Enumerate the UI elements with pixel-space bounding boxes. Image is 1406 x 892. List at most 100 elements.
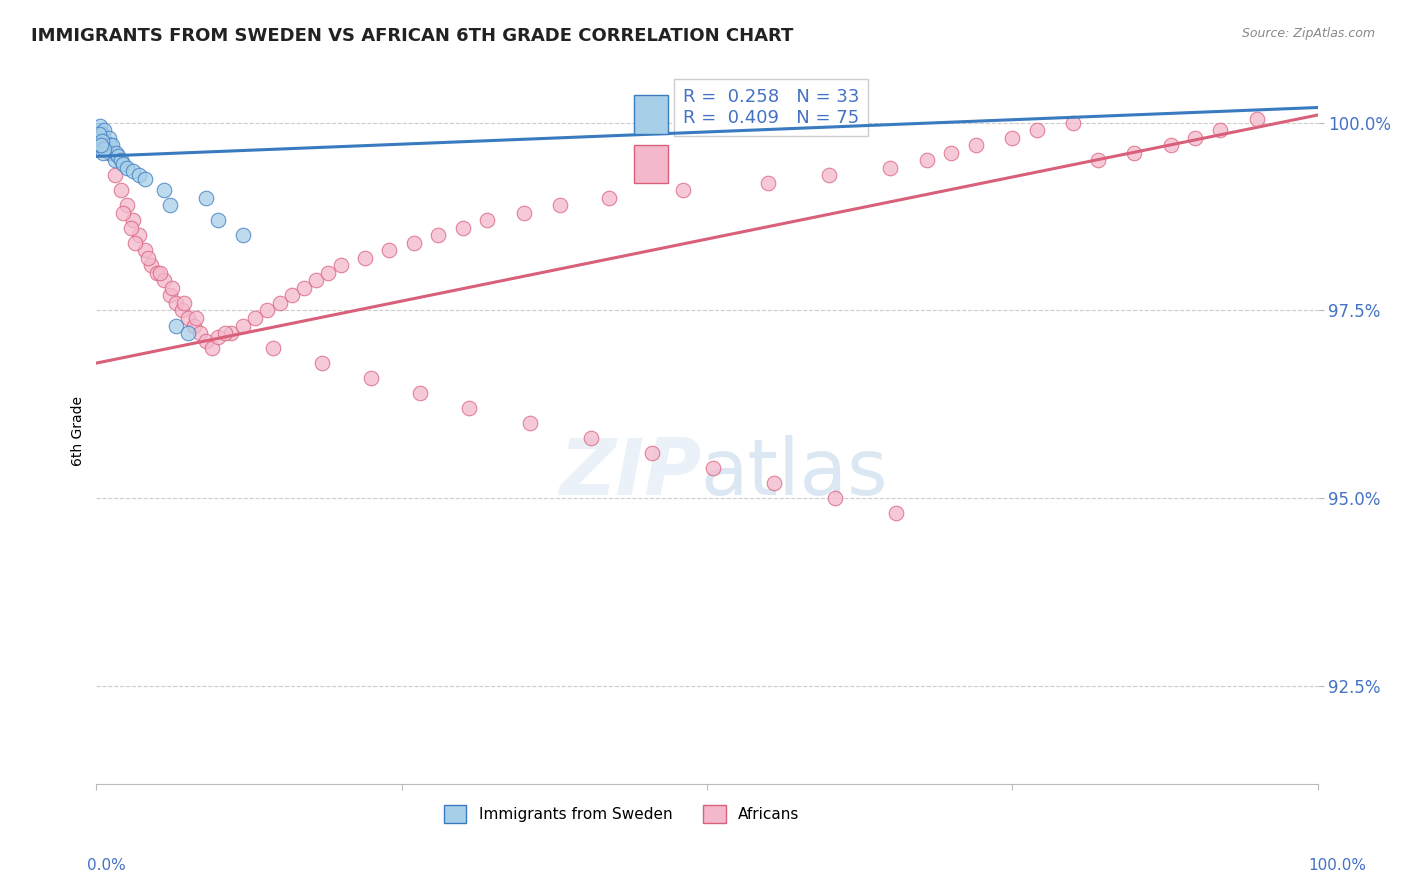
Point — [641, 446, 664, 460]
Point — [579, 431, 602, 445]
Point — [170, 303, 193, 318]
Legend: Immigrants from Sweden, Africans: Immigrants from Sweden, Africans — [437, 798, 806, 830]
Point — [1209, 123, 1232, 137]
Point — [201, 341, 224, 355]
Point — [87, 123, 110, 137]
Point — [91, 127, 114, 141]
Point — [177, 326, 200, 340]
Point — [311, 356, 333, 370]
Point — [513, 206, 536, 220]
Point — [702, 461, 724, 475]
Point — [183, 318, 205, 333]
Point — [90, 138, 112, 153]
Point — [165, 318, 187, 333]
Point — [124, 235, 146, 250]
Point — [97, 145, 120, 160]
Point — [879, 161, 901, 175]
Point — [671, 183, 693, 197]
Point — [110, 153, 132, 168]
Point — [107, 149, 129, 163]
Point — [136, 251, 159, 265]
Y-axis label: 6th Grade: 6th Grade — [72, 396, 86, 466]
Point — [1025, 123, 1047, 137]
Point — [134, 172, 156, 186]
Point — [824, 491, 846, 506]
Point — [818, 168, 841, 182]
Point — [519, 416, 541, 430]
Text: atlas: atlas — [700, 435, 889, 511]
Point — [256, 303, 278, 318]
Point — [120, 220, 142, 235]
Point — [360, 371, 382, 385]
Point — [219, 326, 242, 340]
Point — [1062, 115, 1084, 129]
Point — [195, 191, 218, 205]
Point — [550, 198, 572, 212]
Point — [1001, 130, 1024, 145]
Point — [128, 168, 150, 182]
Point — [1160, 138, 1182, 153]
Point — [112, 206, 135, 220]
Point — [152, 183, 174, 197]
Point — [941, 145, 963, 160]
Point — [96, 142, 118, 156]
Point — [598, 191, 620, 205]
Point — [188, 326, 211, 340]
Point — [884, 507, 907, 521]
Point — [292, 281, 315, 295]
Point — [104, 153, 127, 168]
Point — [141, 259, 163, 273]
Point — [409, 386, 432, 401]
Point — [89, 120, 111, 134]
Point — [232, 228, 254, 243]
Point — [763, 476, 786, 491]
Text: ZIP: ZIP — [558, 435, 700, 511]
Point — [269, 296, 291, 310]
Text: Source: ZipAtlas.com: Source: ZipAtlas.com — [1241, 27, 1375, 40]
Point — [329, 259, 352, 273]
Point — [112, 157, 135, 171]
Point — [93, 123, 115, 137]
FancyBboxPatch shape — [634, 145, 668, 184]
Point — [160, 281, 183, 295]
Point — [378, 244, 401, 258]
Point — [1246, 112, 1268, 126]
Point — [243, 310, 266, 325]
Point — [451, 220, 474, 235]
Point — [756, 176, 779, 190]
Point — [173, 296, 195, 310]
Point — [262, 341, 284, 355]
Point — [207, 330, 229, 344]
Point — [122, 213, 145, 227]
Point — [965, 138, 987, 153]
Point — [165, 296, 187, 310]
Point — [915, 153, 938, 168]
Point — [159, 288, 181, 302]
Point — [93, 142, 115, 156]
Point — [149, 266, 172, 280]
Point — [1087, 153, 1109, 168]
Point — [94, 138, 117, 153]
Point — [122, 164, 145, 178]
Point — [427, 228, 450, 243]
Point — [1184, 130, 1206, 145]
Text: 100.0%: 100.0% — [1309, 858, 1367, 872]
Point — [98, 138, 121, 153]
Point — [214, 326, 236, 340]
Point — [457, 401, 479, 416]
Text: 0.0%: 0.0% — [87, 858, 127, 872]
Point — [90, 130, 112, 145]
Point — [281, 288, 304, 302]
Point — [90, 134, 112, 148]
Point — [1123, 145, 1146, 160]
Point — [101, 138, 124, 153]
Point — [100, 145, 122, 160]
Point — [186, 310, 208, 325]
Point — [475, 213, 498, 227]
Point — [177, 310, 200, 325]
Point — [207, 213, 229, 227]
Point — [195, 334, 218, 348]
Point — [94, 134, 117, 148]
Point — [110, 183, 132, 197]
Point — [305, 273, 328, 287]
